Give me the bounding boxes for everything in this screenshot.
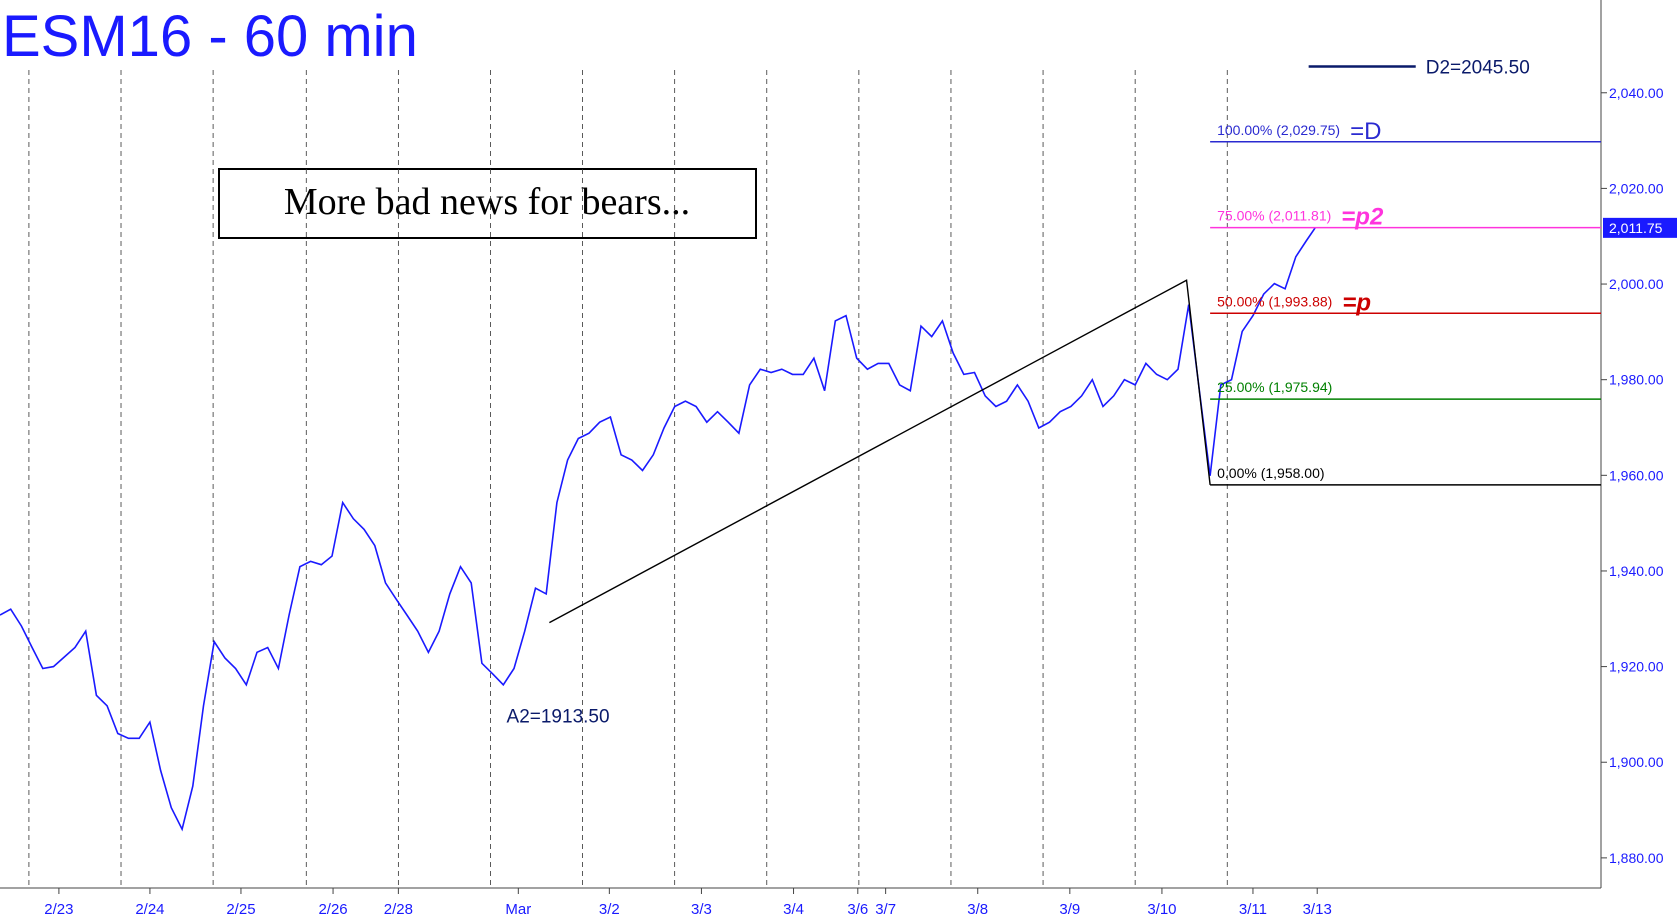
y-tick-label: 1,980.00 (1609, 372, 1664, 388)
chart-title: ESM16 - 60 min (2, 4, 418, 69)
fib-label: 0.00% (1,958.00) (1217, 465, 1324, 481)
fib-tag: =D (1350, 118, 1381, 145)
fib-label: 100.00% (2,029.75) (1217, 122, 1340, 138)
y-tick-label: 1,880.00 (1609, 850, 1664, 866)
annotation-text: More bad news for bears... (284, 181, 690, 223)
x-tick-label: 3/8 (967, 901, 988, 918)
pattern-line (549, 279, 1211, 624)
x-tick-label: 3/9 (1059, 901, 1080, 918)
fib-tag: =p2 (1341, 204, 1384, 231)
x-tick-label: 2/25 (226, 901, 255, 918)
x-tick-label: 2/26 (318, 901, 347, 918)
x-tick-label: 3/13 (1303, 901, 1332, 918)
last-price-box (1603, 217, 1677, 238)
y-tick-label: 1,940.00 (1609, 563, 1664, 579)
fib-tag: =p (1342, 289, 1371, 316)
x-tick-label: 3/7 (875, 901, 896, 918)
x-tick-label: 3/10 (1147, 901, 1176, 918)
x-tick-label: 3/2 (599, 901, 620, 918)
y-tick-label: 1,960.00 (1609, 467, 1664, 483)
x-tick-label: Mar (505, 901, 531, 918)
y-tick-label: 2,000.00 (1609, 276, 1664, 292)
x-tick-label: 2/23 (44, 901, 73, 918)
fib-label: 50.00% (1,993.88) (1217, 293, 1332, 309)
x-tick-label: 3/3 (691, 901, 712, 918)
y-tick-label: 2,040.00 (1609, 85, 1664, 101)
annotation-box (218, 168, 757, 239)
y-tick-label: 2,020.00 (1609, 180, 1664, 196)
x-tick-label: 2/24 (135, 901, 164, 918)
price-line (0, 227, 1316, 832)
a2-label: A2=1913.50 (507, 707, 610, 728)
y-tick-label: 1,900.00 (1609, 754, 1664, 770)
x-tick-label: 2/28 (384, 901, 413, 918)
fib-label: 25.00% (1,975.94) (1217, 379, 1332, 395)
last-price-label: 2,011.75 (1609, 220, 1663, 236)
x-tick-label: 3/11 (1239, 901, 1267, 918)
x-tick-label: 3/4 (783, 901, 804, 918)
d2-label: D2=2045.50 (1426, 57, 1530, 78)
x-tick-label: 3/6 (847, 901, 868, 918)
y-tick-label: 1,920.00 (1609, 659, 1664, 675)
fib-label: 75.00% (2,011.81) (1217, 208, 1331, 224)
